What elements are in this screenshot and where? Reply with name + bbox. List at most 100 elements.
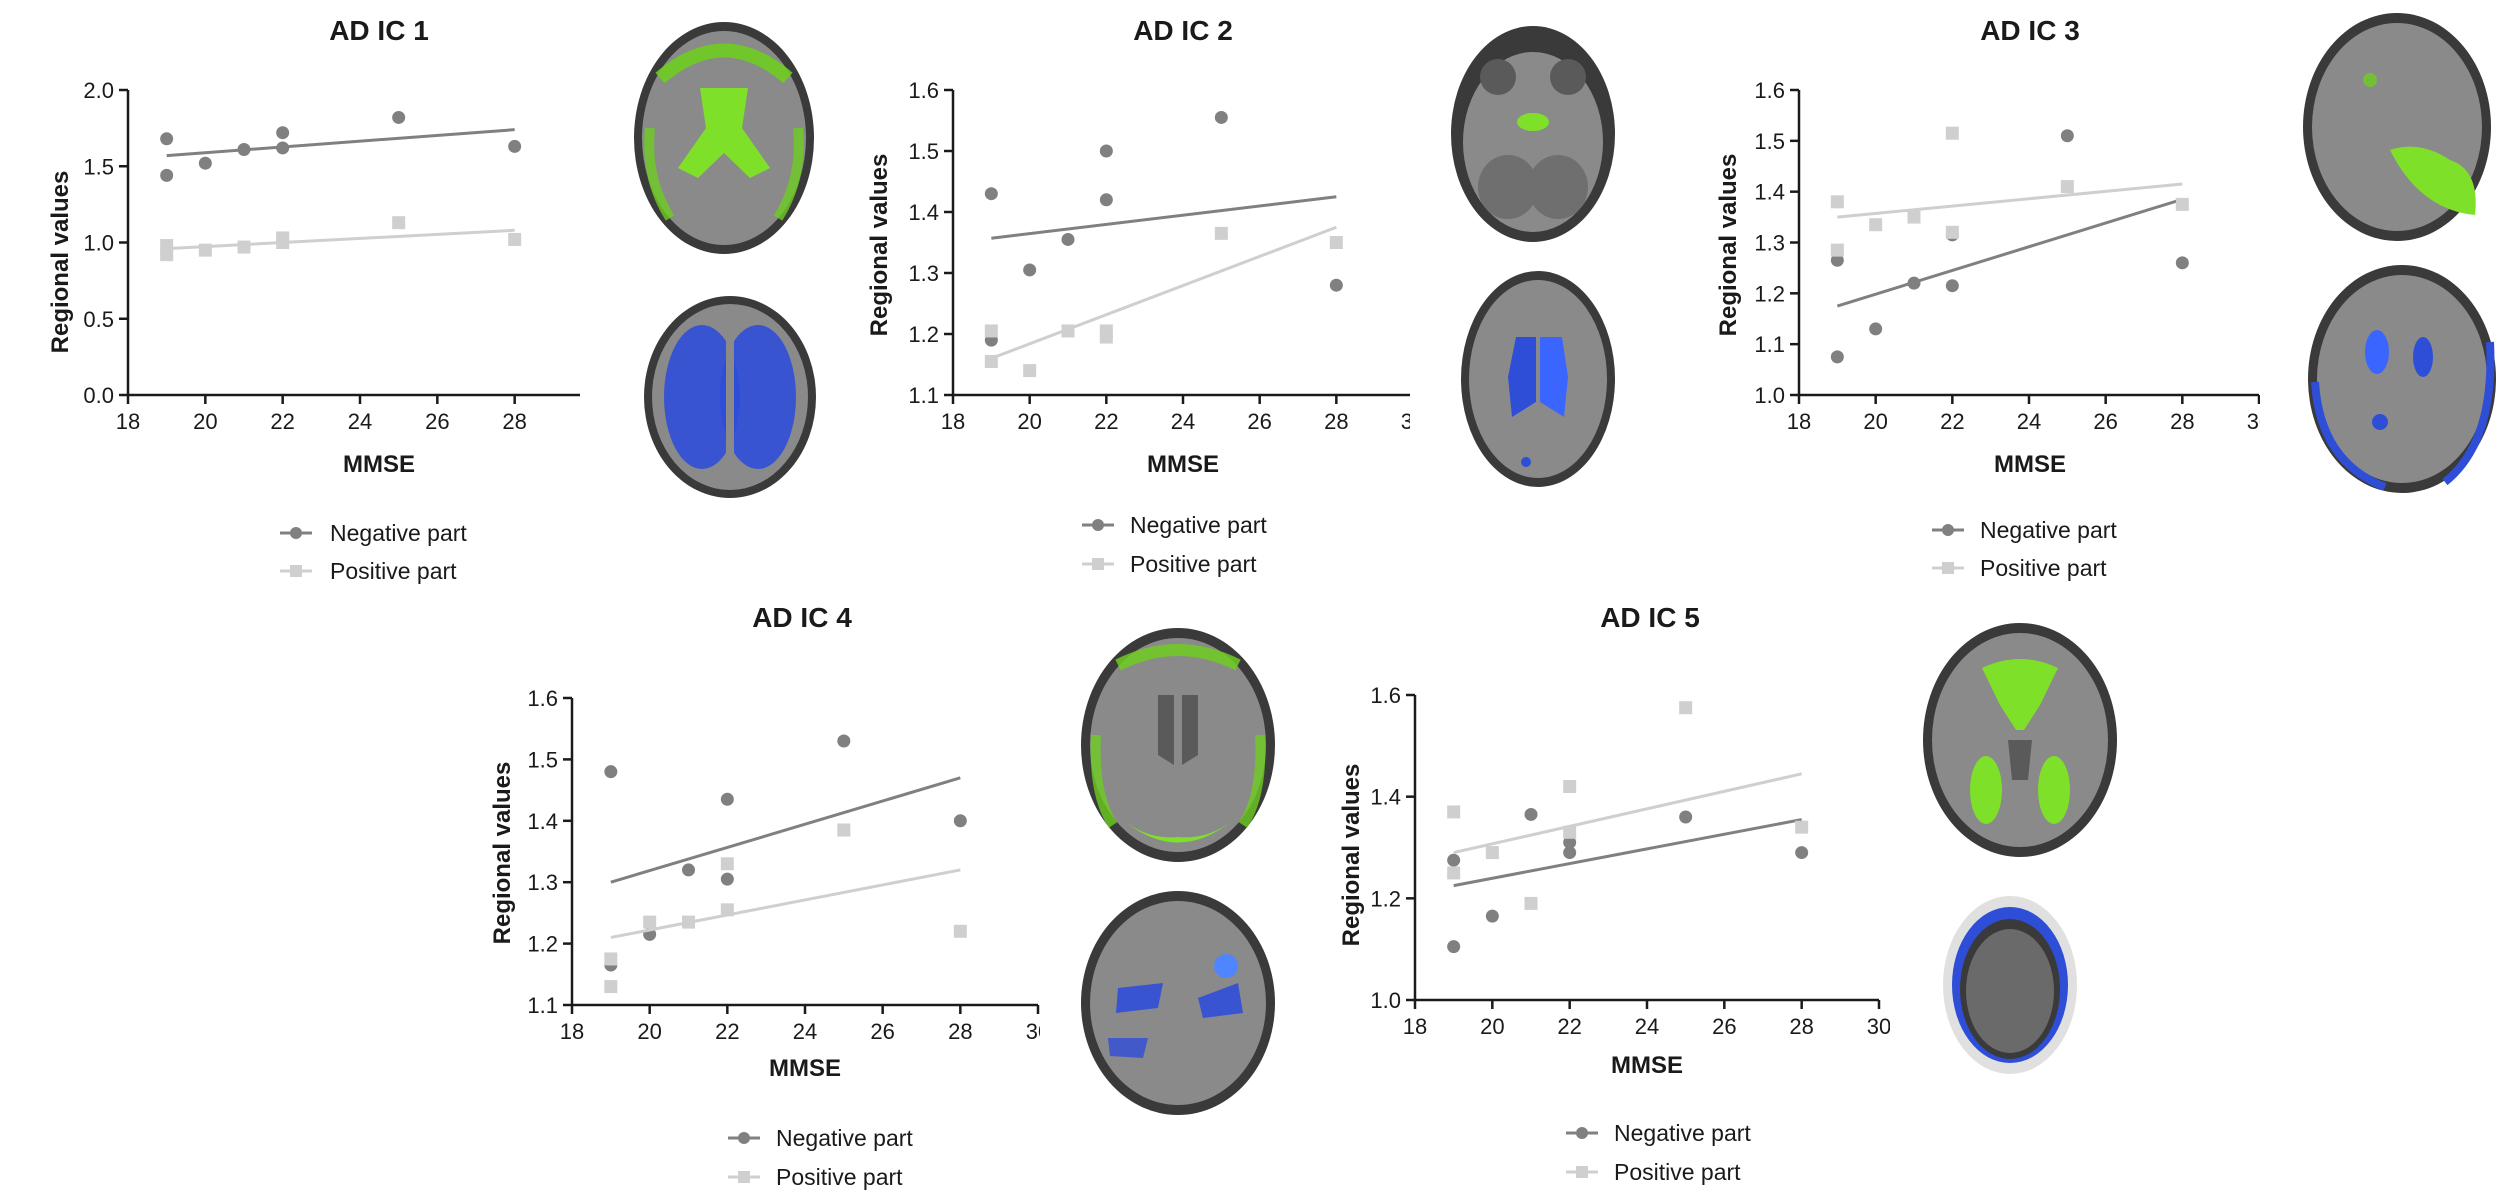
activation-green-brainstem [1517,113,1549,131]
data-point-positive [508,232,522,246]
legend-negative-marker [738,1132,750,1144]
x-tick-label: 26 [870,1019,894,1044]
brain-slice-negative-ic3 [2308,265,2496,493]
brain-slice-negative-ic4 [1081,891,1275,1115]
y-tick-label: 1.0 [83,231,114,256]
activation-blue-right [720,325,796,469]
x-axis-title: MMSE [343,451,415,478]
data-point-negative [1485,909,1499,923]
data-point-negative [1447,853,1461,867]
brain-tissue [1090,638,1266,852]
x-tick-label: 20 [1017,409,1041,434]
activation-blue-right [1198,983,1243,1018]
data-point-positive [1945,126,1959,140]
legend-positive-marker [1092,558,1104,570]
data-point-negative [720,792,734,806]
data-point-positive [1679,701,1693,715]
data-point-positive [1061,324,1075,338]
x-tick-label: 30 [2247,409,2260,434]
activation-green-ventricles [678,88,770,178]
activation-green-frontal [1115,644,1241,671]
data-point-positive [1907,210,1921,224]
legend-positive-marker [1576,1166,1588,1178]
x-tick-label: 20 [1863,409,1887,434]
brain-slice-negative-ic2 [1461,271,1615,487]
data-point-negative [2060,129,2074,143]
x-tick-label: 24 [1171,409,1195,434]
data-point-positive [2175,197,2189,211]
activation-green-posterior-right [2038,756,2070,824]
y-tick-label: 1.2 [908,322,939,347]
fit-line-negative [610,776,961,884]
activation-blue-right [2413,337,2433,377]
orbit-left [1480,59,1516,95]
data-point-positive [1524,896,1538,910]
y-tick-label: 1.3 [1754,231,1785,256]
data-point-positive [1214,226,1228,240]
x-axis-title: MMSE [1994,451,2066,478]
data-point-positive [984,354,998,368]
panel-ad-ic-3: AD IC 3 Regional values MMSE 18 20 22 24 26 2… [1700,0,2260,590]
data-point-positive [1795,820,1809,834]
brain-slice-positive-ic2 [1451,26,1615,242]
data-point-negative [1099,193,1113,207]
x-tick-label: 26 [425,409,449,434]
data-point-negative [953,814,967,828]
data-point-negative [160,168,174,182]
data-point-positive [720,903,734,917]
fit-line-positive [610,868,961,939]
legend-positive-label: Positive part [1980,555,2107,581]
x-tick-label: 22 [1094,409,1118,434]
activation-blue-left [1116,983,1163,1013]
legend-negative-marker [1092,519,1104,531]
brain-slice-positive-ic3 [2303,13,2491,241]
chart-title: AD IC 1 [329,15,429,46]
data-point-negative [276,141,290,155]
brain-tissue [2317,275,2487,483]
x-tick-label: 28 [502,409,526,434]
data-point-positive [604,980,618,994]
data-point-positive [198,243,212,257]
y-tick-label: 1.0 [1754,383,1785,408]
midline [726,332,734,462]
data-point-negative [1830,350,1844,364]
activation-blue-left [1508,337,1536,417]
data-point-positive [1485,846,1499,860]
y-tick-label: 1.1 [1754,332,1785,357]
x-axis-title: MMSE [769,1055,841,1082]
data-point-positive [1447,805,1461,819]
legend-positive-marker [1942,562,1954,574]
fit-line-negative [1453,818,1802,888]
legend-negative-label: Negative part [1614,1120,1751,1146]
y-tick-label: 1.5 [1754,129,1785,154]
y-tick-label: 1.5 [908,139,939,164]
data-point-negative [1945,279,1959,293]
data-point-positive [643,915,657,929]
x-tick-label: 26 [1712,1014,1736,1039]
data-point-negative [1830,253,1844,267]
x-tick-label: 26 [1247,409,1271,434]
legend-positive-marker [738,1171,750,1183]
data-point-positive [1945,225,1959,239]
x-tick-label: 18 [560,1019,584,1044]
ventricle-left [1158,695,1174,765]
data-point-negative [1563,835,1577,849]
data-point-positive [1830,195,1844,209]
cerebellum-left [1478,155,1538,219]
x-tick-label: 28 [1789,1014,1813,1039]
data-point-negative [1679,810,1693,824]
x-tick-label: 28 [948,1019,972,1044]
legend-negative-label: Negative part [776,1125,913,1151]
y-tick-label: 1.0 [1370,988,1401,1013]
brain-slice-positive-ic5 [1923,623,2117,857]
fit-line-positive [990,225,1337,360]
activation-blue-left [664,325,740,469]
x-tick-label: 18 [1403,1014,1427,1039]
x-axis-title: MMSE [1147,451,1219,478]
data-point-positive [1563,825,1577,839]
y-axis-title: Regional values [47,171,74,354]
orbit-right [1550,59,1586,95]
data-point-negative [237,142,251,156]
y-axis-title: Regional values [866,154,893,337]
